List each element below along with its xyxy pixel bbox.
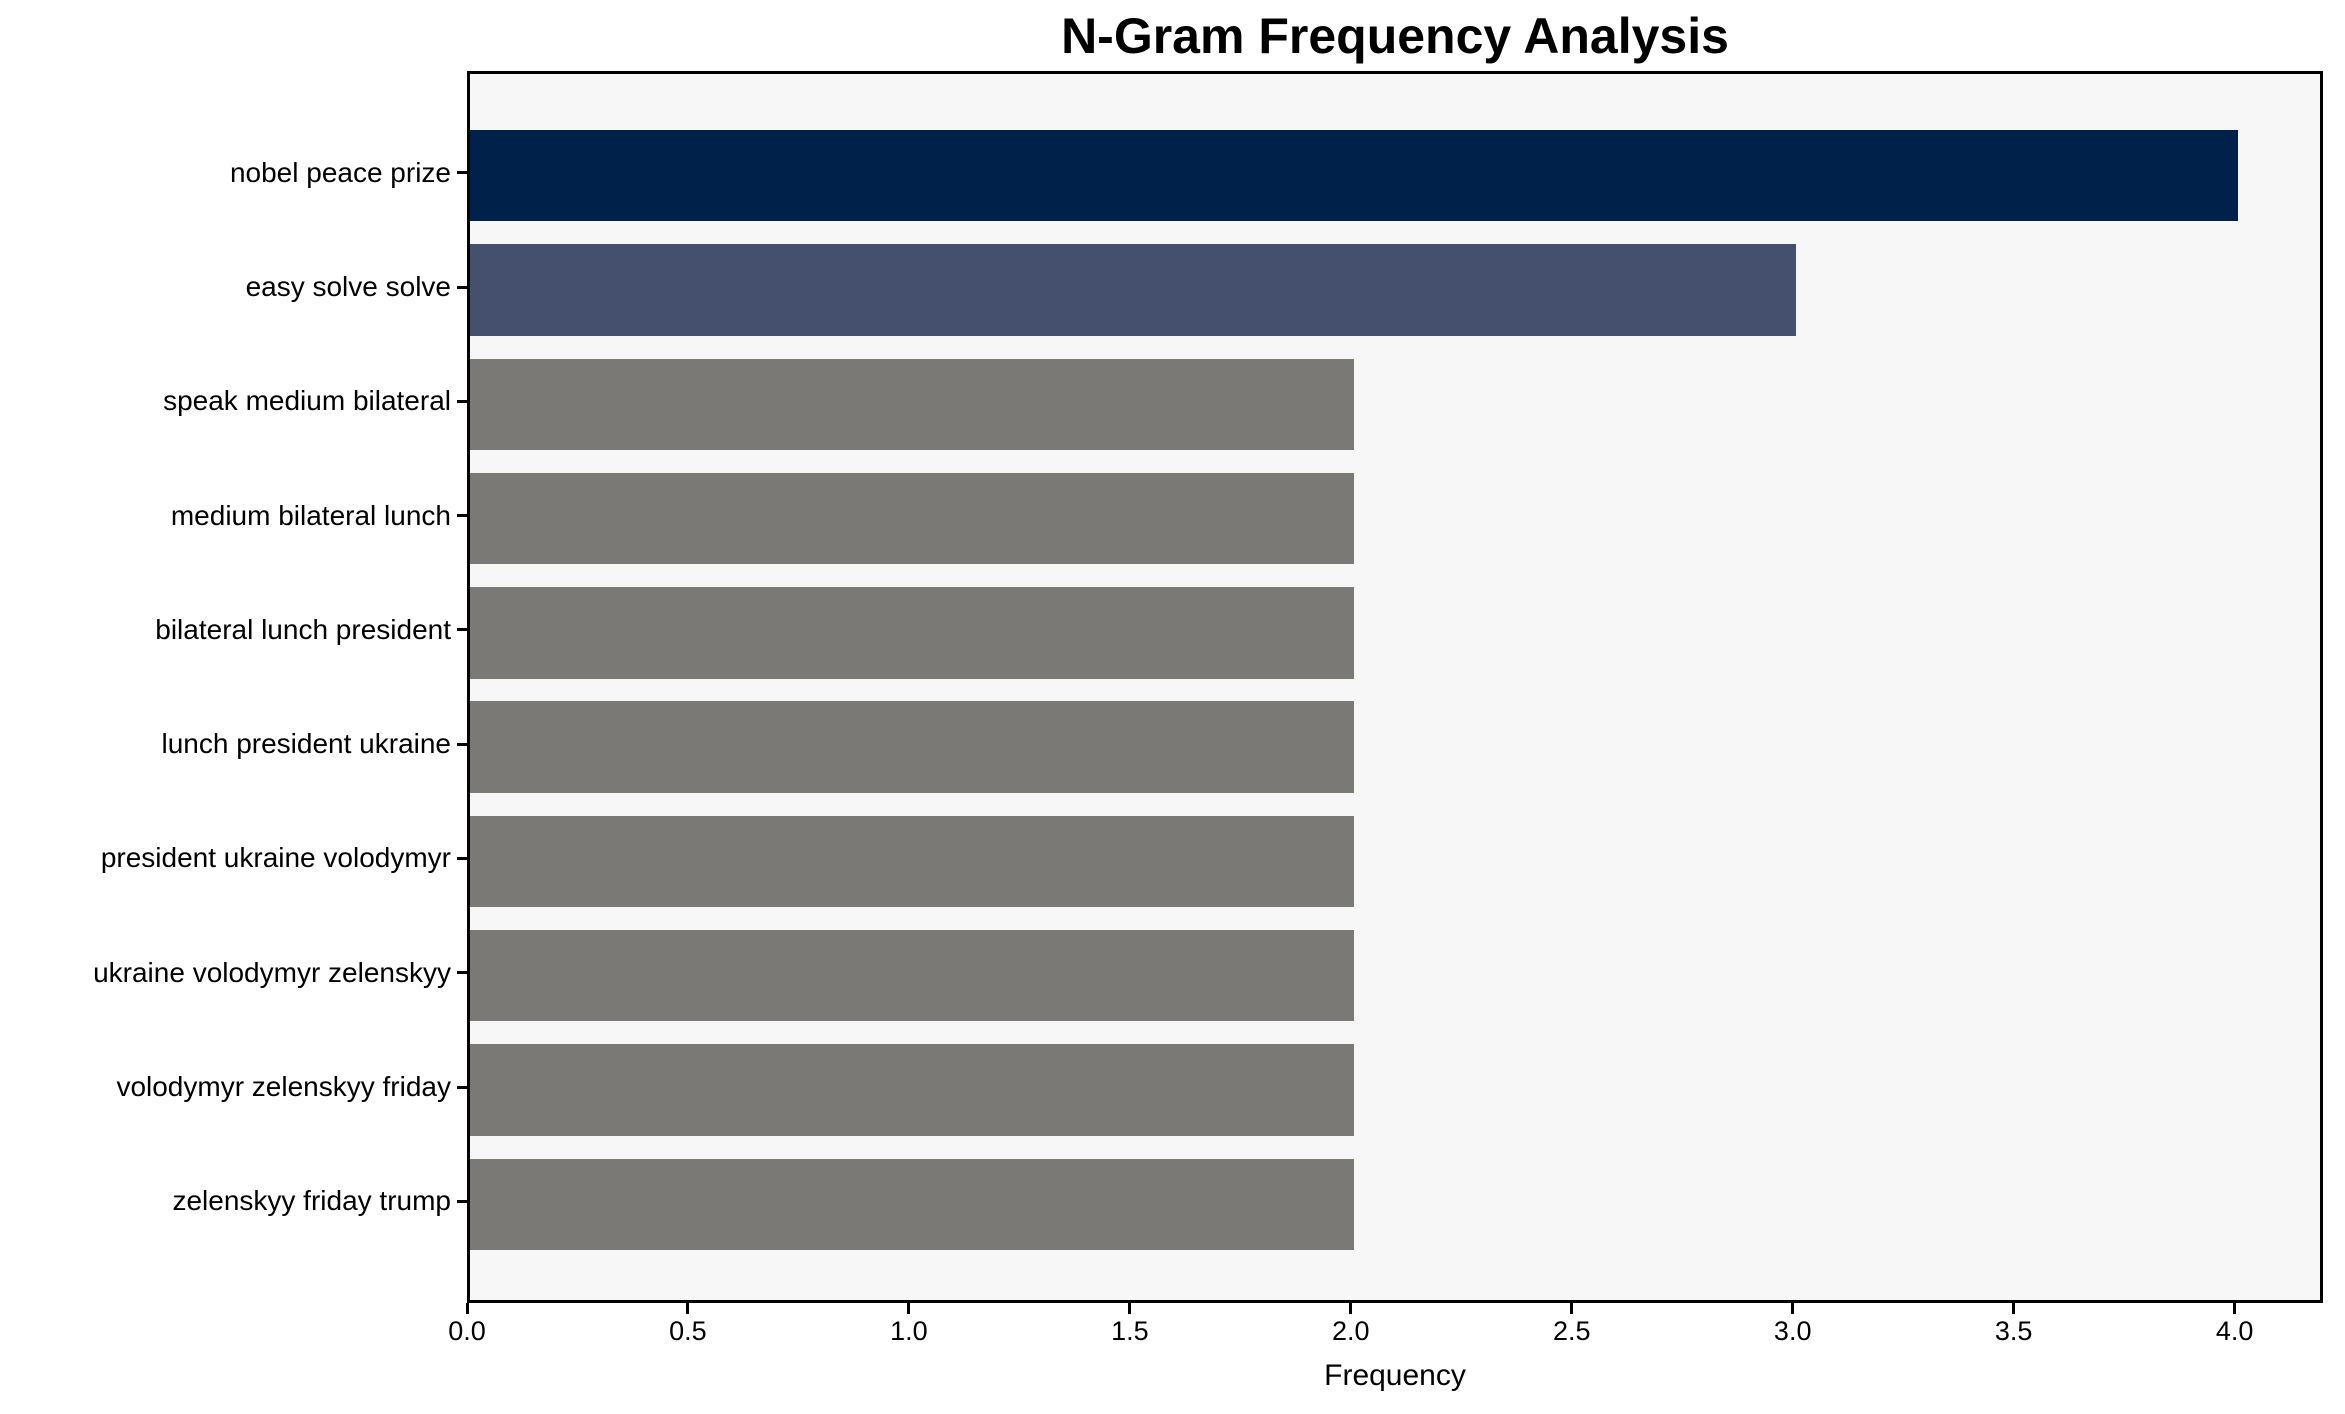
y-tick-mark [457,399,467,403]
x-axis-label: Frequency [1324,1359,1466,1392]
bar [470,930,1354,1022]
bar [470,587,1354,679]
y-tick-mark [457,742,467,746]
x-tick-label: 3.0 [1773,1316,1812,1346]
bar [470,130,2238,222]
x-tick-mark [1791,1303,1795,1314]
y-tick-label: speak medium bilateral [163,385,451,417]
y-tick-label: easy solve solve [245,271,451,302]
x-tick-label: 2.0 [1332,1316,1370,1346]
bar [470,472,1354,565]
y-tick-label: ukraine volodymyr zelenskyy [93,956,451,988]
y-tick-label: volodymyr zelenskyy friday [116,1071,451,1102]
bar [470,701,1354,793]
x-tick-mark [2012,1303,2016,1314]
y-tick-mark [457,171,467,175]
y-tick-mark [457,285,467,289]
y-tick-label: nobel peace prize [229,156,451,188]
x-tick-label: 4.0 [2215,1316,2254,1346]
x-tick-label: 1.5 [1111,1316,1149,1346]
y-tick-mark [457,1199,467,1203]
x-tick-mark [1570,1303,1574,1314]
y-tick-mark [457,1085,467,1089]
x-tick-label: 1.0 [890,1316,928,1346]
x-tick-mark [907,1303,911,1314]
bar [470,1044,1354,1136]
y-tick-mark [457,856,467,860]
y-tick-label: bilateral lunch president [155,613,451,645]
x-tick-label: 2.5 [1552,1316,1591,1346]
y-tick-label: president ukraine volodymyr [100,842,451,874]
plot-area [467,71,2323,1303]
x-tick-mark [686,1303,690,1314]
bar [470,358,1354,450]
y-tick-mark [457,628,467,632]
y-tick-label: lunch president ukraine [161,728,451,760]
chart-title: N-Gram Frequency Analysis [1061,8,1729,64]
x-tick-mark [465,1303,469,1314]
y-tick-mark [457,971,467,975]
x-tick-label: 3.5 [1994,1316,2033,1346]
y-tick-label: medium bilateral lunch [170,499,451,531]
x-tick-label: 0.0 [448,1316,486,1346]
x-tick-label: 0.5 [669,1316,707,1346]
x-tick-mark [2233,1303,2237,1314]
x-tick-mark [1128,1303,1132,1314]
bar [470,815,1354,908]
y-tick-mark [457,514,467,518]
y-tick-label: zelenskyy friday trump [172,1185,451,1217]
bar [470,1158,1354,1250]
x-tick-mark [1349,1303,1353,1314]
bar [470,244,1796,336]
